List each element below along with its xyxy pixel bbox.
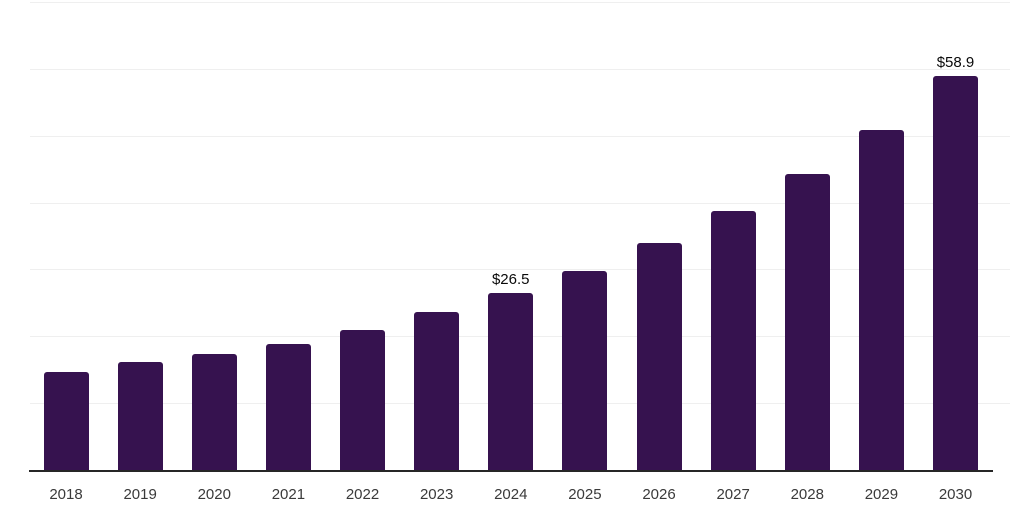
x-tick-label-2021: 2021 [271, 486, 306, 503]
x-tick-label-2019: 2019 [123, 486, 157, 503]
bar-2024 [488, 293, 534, 470]
x-axis-line [29, 470, 993, 472]
x-tick-label-2020: 2020 [197, 486, 231, 503]
x-tick-label-2022: 2022 [345, 486, 380, 503]
gridline-30 [30, 269, 1010, 270]
x-tick-label-2023: 2023 [419, 486, 454, 503]
bar-2018 [43, 372, 89, 470]
bar-2027 [710, 211, 756, 470]
bar-2023 [414, 312, 460, 470]
data-label-2024: $26.5 [491, 271, 530, 288]
bar-2030 [933, 76, 978, 470]
x-tick-label-2025: 2025 [568, 486, 602, 503]
x-tick-label-2026: 2026 [642, 486, 676, 503]
data-label-2030: $58.9 [936, 54, 975, 71]
gridline-50 [30, 136, 1010, 137]
x-tick-label-2018: 2018 [49, 486, 83, 503]
gridline-60 [30, 69, 1010, 70]
x-tick-label-2029: 2029 [864, 486, 899, 503]
gridline-70 [30, 2, 1010, 3]
x-tick-label-2027: 2027 [716, 486, 750, 503]
x-tick-label-2030: 2030 [938, 486, 973, 503]
x-tick-label-2024: 2024 [494, 486, 528, 503]
bar-2022 [340, 330, 385, 470]
bar-2021 [265, 344, 311, 470]
bar-2026 [636, 243, 682, 470]
gridline-40 [30, 203, 1010, 204]
bar-2020 [191, 354, 237, 470]
bar-2025 [562, 271, 608, 470]
bar-2028 [784, 174, 830, 470]
x-tick-label-2028: 2028 [790, 486, 824, 503]
bar-2029 [858, 130, 904, 470]
bar-2019 [117, 362, 163, 470]
